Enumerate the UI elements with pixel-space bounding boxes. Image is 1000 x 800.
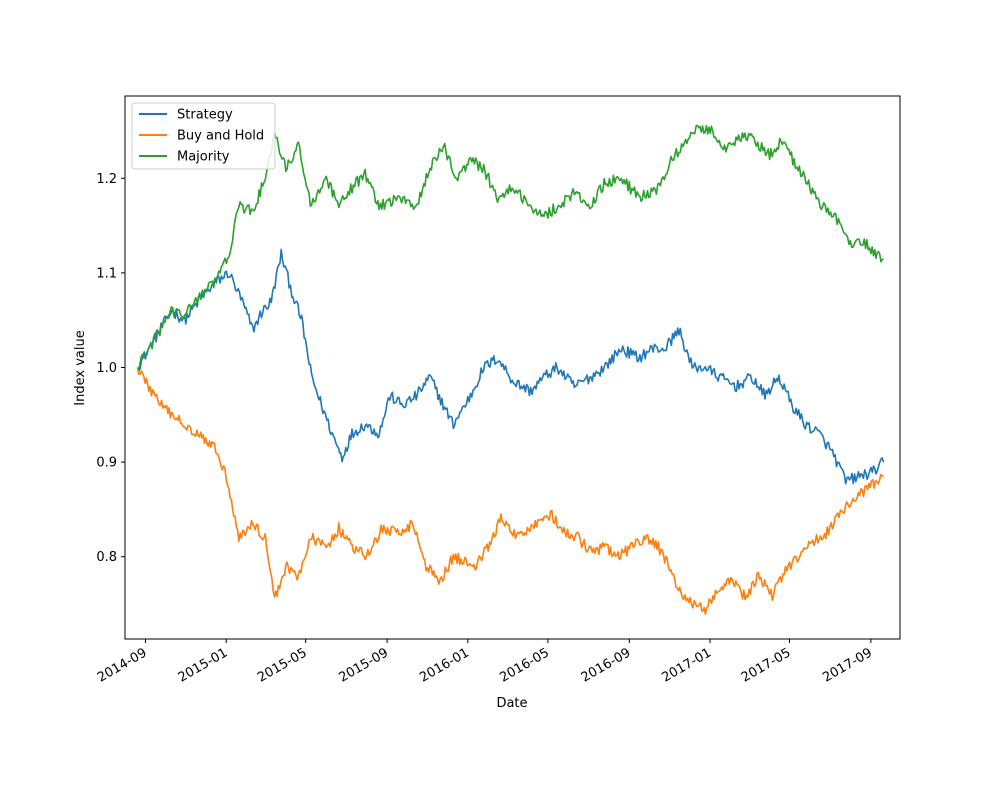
y-tick-label: 0.9 bbox=[96, 456, 117, 471]
x-axis-label: Date bbox=[496, 696, 527, 711]
series-line-strategy bbox=[136, 248, 885, 485]
y-tick-label: 0.8 bbox=[96, 550, 117, 565]
series-line-majority bbox=[136, 124, 884, 371]
legend-label: Buy and Hold bbox=[177, 129, 264, 144]
y-tick-label: 1.1 bbox=[96, 266, 117, 281]
y-axis-label: Index value bbox=[73, 330, 88, 405]
y-axis: 0.8 0.9 1.0 1.1 1.2 bbox=[96, 172, 125, 565]
y-tick-label: 1.0 bbox=[96, 361, 117, 376]
series-line-buy-and-hold bbox=[136, 367, 884, 616]
legend-box bbox=[131, 102, 276, 170]
legend: Strategy Buy and Hold Majority bbox=[131, 102, 276, 170]
legend-label: Majority bbox=[177, 150, 230, 165]
series-layer bbox=[136, 124, 885, 616]
legend-label: Strategy bbox=[177, 108, 233, 123]
y-tick-label: 1.2 bbox=[96, 172, 117, 187]
